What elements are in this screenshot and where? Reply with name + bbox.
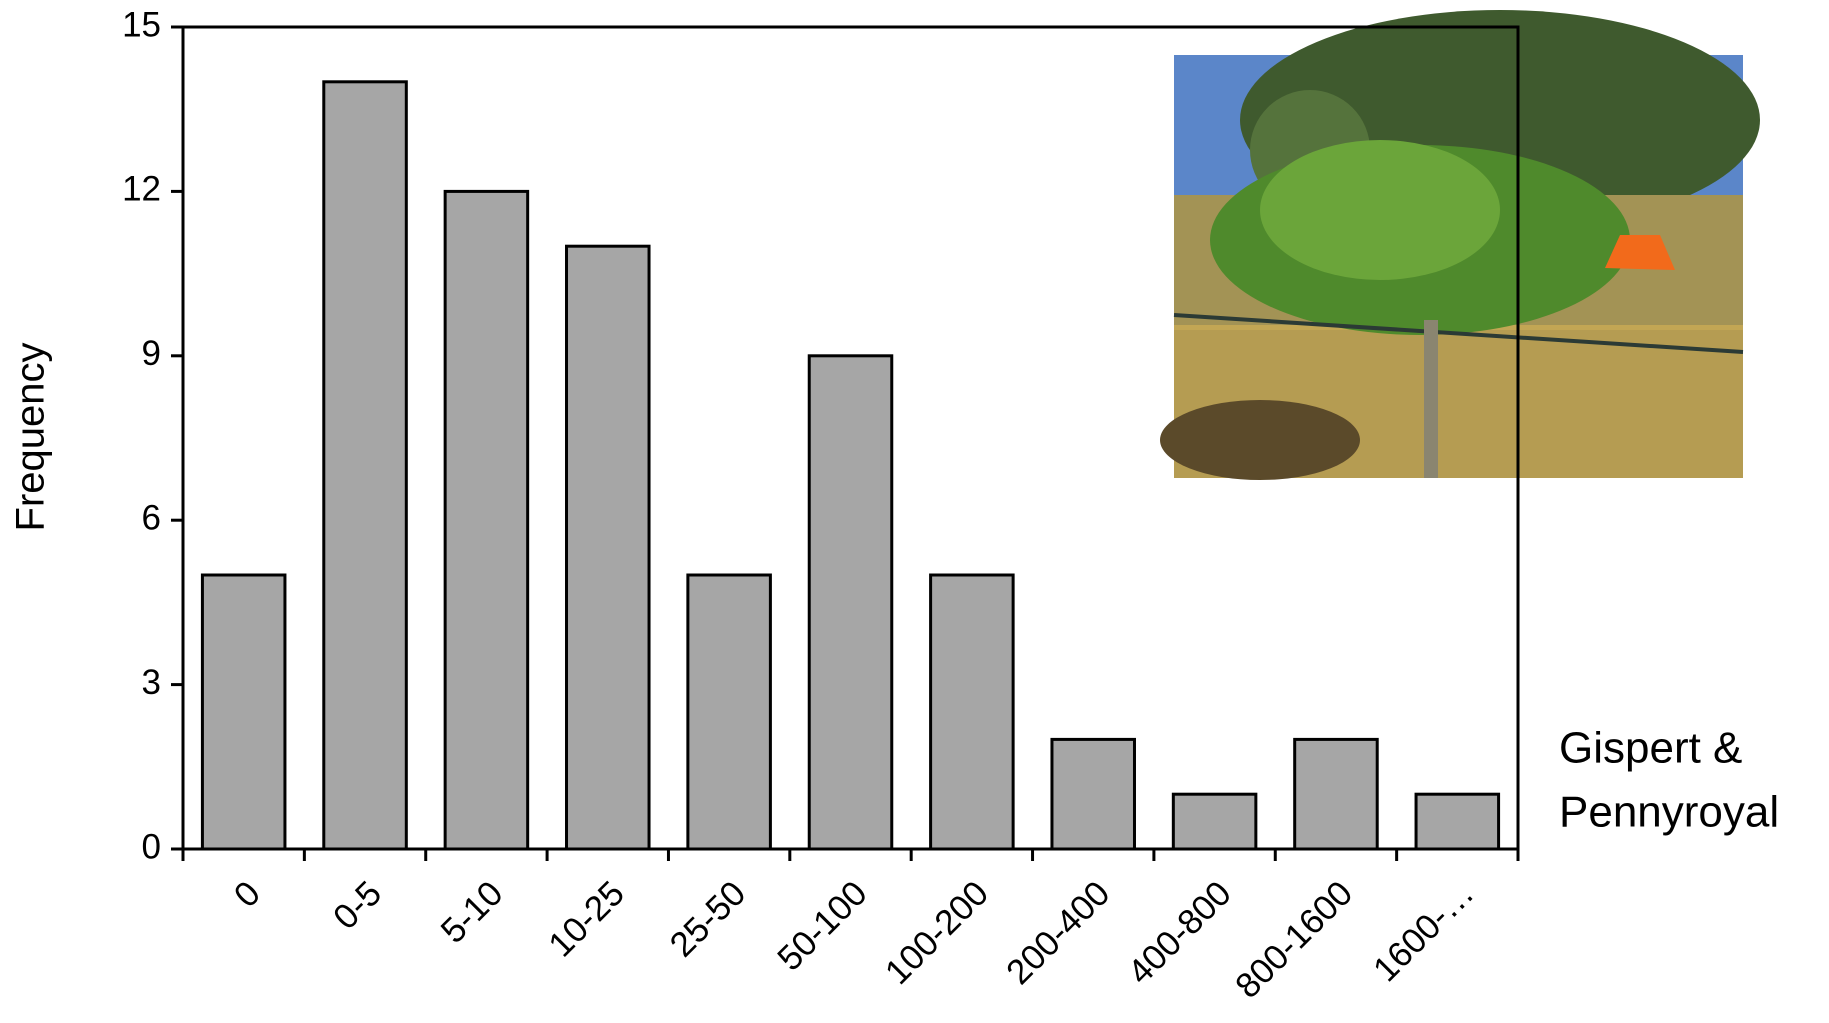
bar [688, 575, 771, 849]
x-tick-label: 200-400 [999, 874, 1117, 992]
x-tick-label: 1600-… [1366, 874, 1482, 990]
x-tick-label: 100-200 [878, 874, 996, 992]
photo [1160, 10, 1760, 480]
annotation: Gispert & [1559, 724, 1742, 773]
x-tick-label: 10-25 [541, 874, 632, 965]
y-tick-label: 12 [122, 170, 161, 209]
bar [567, 246, 650, 849]
chart: Frequency Gispert & Pennyroyal 0 3 6 9 12 15 0… [0, 0, 1829, 1023]
x-tick-label: 0-5 [326, 874, 389, 937]
bar [445, 191, 528, 849]
x-tick-label: 0 [227, 874, 268, 915]
y-axis-label: Frequency [9, 343, 53, 532]
y-tick-label: 15 [122, 5, 161, 44]
bar [931, 575, 1014, 849]
y-tick-label: 3 [142, 663, 161, 702]
x-tick-label: 5-10 [433, 874, 510, 951]
bar [202, 575, 285, 849]
y-tick-label: 9 [142, 334, 161, 373]
bar [1052, 739, 1135, 849]
bar [324, 82, 407, 849]
bar [809, 356, 892, 849]
x-tick-label: 25-50 [662, 874, 753, 965]
y-tick-label: 0 [142, 827, 161, 866]
x-tick-label: 800-1600 [1228, 874, 1360, 1006]
bar [1173, 794, 1256, 849]
bar [1295, 739, 1378, 849]
bar [1416, 794, 1499, 849]
y-tick-label: 6 [142, 498, 161, 537]
annotation: Pennyroyal [1559, 788, 1779, 837]
x-tick-label: 400-800 [1120, 874, 1238, 992]
x-tick-label: 50-100 [770, 874, 875, 979]
